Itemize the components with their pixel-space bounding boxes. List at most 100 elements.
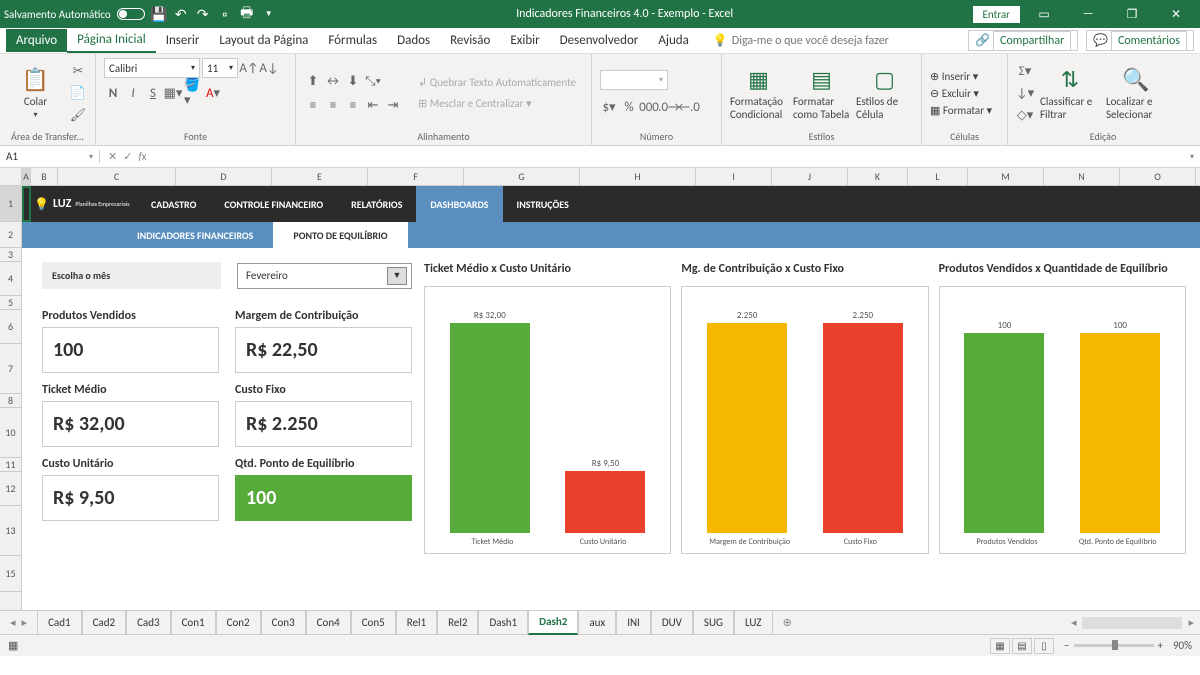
zoom-level[interactable]: 90% xyxy=(1173,639,1192,652)
tab-formulas[interactable]: Fórmulas xyxy=(318,29,387,52)
cond-format-button[interactable]: ▦Formatação Condicional xyxy=(730,58,787,128)
format-cells-button[interactable]: ▦ Formatar ▾ xyxy=(930,104,992,117)
cell-styles-button[interactable]: ▢Estilos de Célula xyxy=(856,58,913,128)
row-header[interactable]: 4 xyxy=(0,262,21,296)
insert-cells-button[interactable]: ⊕ Inserir ▾ xyxy=(930,70,992,83)
align-right-icon[interactable]: ≡ xyxy=(344,96,362,114)
format-painter-icon[interactable]: 🖌 xyxy=(69,106,87,124)
ribbon-options-icon[interactable]: ▭ xyxy=(1024,0,1064,28)
tab-view[interactable]: Exibir xyxy=(500,29,549,52)
col-header[interactable]: B xyxy=(31,168,58,185)
paste-button[interactable]: 📋Colar▾ xyxy=(8,58,63,128)
minimize-icon[interactable]: — xyxy=(1068,0,1108,28)
align-middle-icon[interactable]: ↔ xyxy=(324,72,342,90)
sheet-tab[interactable]: Rel2 xyxy=(437,611,478,635)
nav-dashboards[interactable]: DASHBOARDS xyxy=(416,186,502,222)
signin-button[interactable]: Entrar xyxy=(973,6,1020,23)
redo-icon[interactable]: ↷ xyxy=(195,6,211,22)
expand-formula-icon[interactable]: ▾ xyxy=(1184,152,1200,162)
tab-data[interactable]: Dados xyxy=(387,29,440,52)
increase-font-icon[interactable]: A↑ xyxy=(240,59,258,77)
tab-file[interactable]: Arquivo xyxy=(6,29,67,52)
sheet-tab[interactable]: Con4 xyxy=(306,611,351,635)
comma-icon[interactable]: 000 xyxy=(640,98,658,116)
currency-icon[interactable]: $▾ xyxy=(600,98,618,116)
col-header[interactable]: A xyxy=(22,168,31,185)
nav-cadastro[interactable]: CADASTRO xyxy=(137,186,210,222)
autosave-toggle[interactable]: Salvamento Automático xyxy=(4,8,145,21)
sheet-tab[interactable]: Con5 xyxy=(351,611,396,635)
border-icon[interactable]: ▦▾ xyxy=(164,84,182,102)
indent-dec-icon[interactable]: ⇤ xyxy=(364,96,382,114)
delete-cells-button[interactable]: ⊖ Excluir ▾ xyxy=(930,87,992,100)
row-header[interactable]: 1 xyxy=(0,186,21,222)
row-header[interactable]: 11 xyxy=(0,458,21,472)
page-layout-view-icon[interactable]: ▤ xyxy=(1012,638,1032,654)
share-button[interactable]: 🔗 Compartilhar xyxy=(968,30,1078,51)
row-header[interactable]: 7 xyxy=(0,344,21,394)
find-select-button[interactable]: 🔍Localizar e Selecionar xyxy=(1106,58,1166,128)
chevron-down-icon[interactable]: ▼ xyxy=(387,267,407,285)
sheet-tab[interactable]: LUZ xyxy=(734,611,773,635)
row-header[interactable]: 8 xyxy=(0,394,21,408)
sheet-tab[interactable]: Cad3 xyxy=(126,611,171,635)
sheet-tab[interactable]: Cad2 xyxy=(82,611,127,635)
tell-me-search[interactable]: 💡 Diga-me o que você deseja fazer xyxy=(699,33,969,48)
font-size-combo[interactable]: 11 ▾ xyxy=(202,58,238,78)
col-header[interactable]: D xyxy=(176,168,272,185)
row-header[interactable]: 13 xyxy=(0,506,21,556)
select-all-corner[interactable] xyxy=(0,168,22,186)
tab-home[interactable]: Página Inicial xyxy=(67,28,156,53)
row-header[interactable]: 3 xyxy=(0,248,21,262)
sort-filter-button[interactable]: ⇅Classificar e Filtrar xyxy=(1040,58,1100,128)
col-header[interactable]: N xyxy=(1044,168,1120,185)
row-header[interactable]: 2 xyxy=(0,222,21,248)
font-color-icon[interactable]: A▾ xyxy=(204,84,222,102)
decrease-font-icon[interactable]: A↓ xyxy=(260,59,278,77)
enter-formula-icon[interactable]: ✓ xyxy=(123,150,132,163)
wrap-text-button[interactable]: ↲ Quebrar Texto Automaticamente xyxy=(418,76,576,89)
row-header[interactable]: 12 xyxy=(0,472,21,506)
qat-dropdown-icon[interactable]: ▼ xyxy=(261,6,277,22)
italic-icon[interactable]: I xyxy=(124,84,142,102)
number-format-combo[interactable]: ▾ xyxy=(600,70,668,90)
align-center-icon[interactable]: ≡ xyxy=(324,96,342,114)
tab-help[interactable]: Ajuda xyxy=(648,29,699,52)
nav-controle[interactable]: CONTROLE FINANCEIRO xyxy=(210,186,337,222)
col-header[interactable]: G xyxy=(464,168,580,185)
sheet-tab[interactable]: SUG xyxy=(693,611,734,635)
hscroll-left-icon[interactable]: ◂ xyxy=(1065,616,1083,629)
align-left-icon[interactable]: ≡ xyxy=(304,96,322,114)
align-bottom-icon[interactable]: ⬇ xyxy=(344,72,362,90)
comments-button[interactable]: 💬 Comentários xyxy=(1086,30,1194,51)
col-header[interactable]: L xyxy=(908,168,968,185)
cut-icon[interactable]: ✂ xyxy=(69,62,87,80)
merge-button[interactable]: ⊞ Mesclar e Centralizar ▾ xyxy=(418,97,576,110)
hscroll-right-icon[interactable]: ▸ xyxy=(1182,616,1200,629)
format-table-button[interactable]: ▤Formatar como Tabela xyxy=(793,58,850,128)
nav-instrucoes[interactable]: INSTRUÇÕES xyxy=(503,186,583,222)
inc-decimal-icon[interactable]: .0→ xyxy=(660,98,678,116)
sheet-tab[interactable]: aux xyxy=(578,611,616,635)
sheet-tab[interactable]: Dash2 xyxy=(528,611,578,635)
col-header[interactable]: I xyxy=(696,168,772,185)
fill-color-icon[interactable]: 🪣▾ xyxy=(184,84,202,102)
sheet-tab[interactable]: DUV xyxy=(651,611,693,635)
clear-icon[interactable]: ◇▾ xyxy=(1016,106,1034,124)
tab-nav-last-icon[interactable]: ▸ xyxy=(22,616,28,629)
align-top-icon[interactable]: ⬆ xyxy=(304,72,322,90)
col-header[interactable]: K xyxy=(848,168,908,185)
tab-nav-first-icon[interactable]: ◂ xyxy=(10,616,16,629)
hscrollbar[interactable] xyxy=(1082,617,1182,629)
copy-icon[interactable]: 📄 xyxy=(69,84,87,102)
add-sheet-icon[interactable]: ⊕ xyxy=(773,616,802,629)
col-header[interactable]: O xyxy=(1120,168,1196,185)
row-header[interactable]: 10 xyxy=(0,408,21,458)
sheet-tab[interactable]: Rel1 xyxy=(396,611,437,635)
subnav-equilibrio[interactable]: PONTO DE EQUILÍBRIO xyxy=(273,222,407,248)
col-header[interactable]: J xyxy=(772,168,848,185)
col-header[interactable]: H xyxy=(580,168,696,185)
indent-inc-icon[interactable]: ⇥ xyxy=(384,96,402,114)
col-header[interactable]: F xyxy=(368,168,464,185)
normal-view-icon[interactable]: ▦ xyxy=(990,638,1010,654)
